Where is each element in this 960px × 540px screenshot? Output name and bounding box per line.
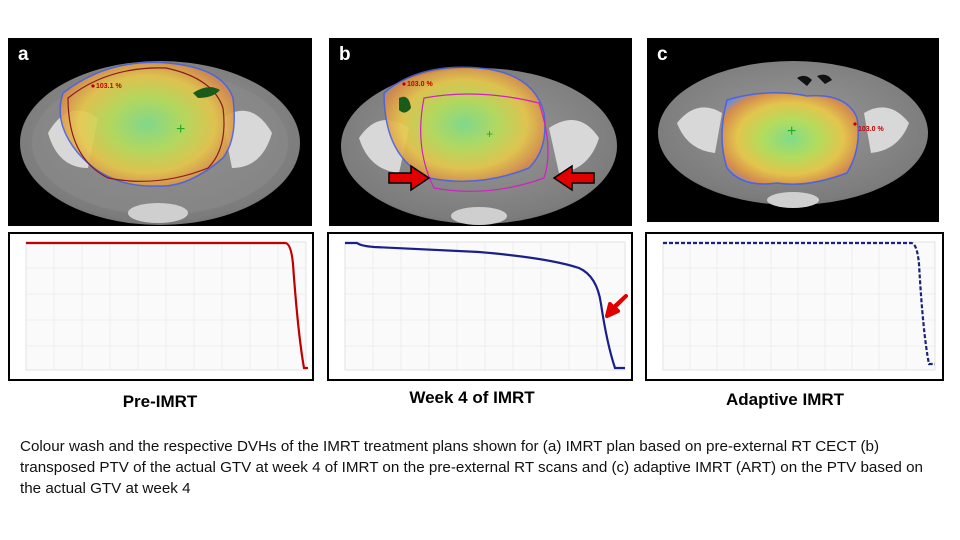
isocentre-marker-a: +	[176, 121, 185, 138]
gridlines-c	[663, 242, 935, 370]
dvh-curve-c	[663, 241, 935, 366]
ct-scan-c: + 103.0 %	[658, 61, 928, 208]
ct-image-a: + 103.1 % a	[8, 38, 312, 226]
arrow-left	[388, 164, 431, 192]
dvh-arrow-b	[605, 294, 628, 318]
gridlines-b	[345, 242, 625, 370]
dvh-chart-c	[645, 232, 944, 381]
panel-letter-c: c	[657, 44, 668, 65]
dose-label-a: 103.1 %	[96, 83, 122, 90]
ct-image-b: + 103.0 % b	[329, 38, 632, 226]
plan-label-a: Pre-IMRT	[122, 392, 198, 411]
dvh-curve-a	[26, 241, 308, 370]
dvh-chart-a	[8, 232, 314, 381]
dose-label-b: 103.0 %	[407, 81, 433, 88]
ct-scan-a: + 103.1 %	[20, 61, 300, 225]
plan-label-b: Week 4 of IMRT	[409, 388, 535, 407]
dvh-plot-b	[344, 241, 628, 371]
plan-label-c: Adaptive IMRT	[725, 390, 845, 409]
isocentre-marker-b: +	[486, 127, 493, 141]
dvh-chart-b	[327, 232, 633, 381]
figure-caption: Colour wash and the respective DVHs of t…	[20, 438, 923, 497]
gridlines-a	[26, 242, 306, 370]
arrow-right	[552, 164, 595, 192]
isocentre-marker-c: +	[787, 123, 796, 140]
dvh-plot-a	[25, 241, 308, 371]
dvh-plot-c	[662, 241, 936, 371]
dvh-curve-b	[345, 241, 625, 370]
panel-letter-b: b	[339, 44, 351, 65]
panel-letter-a: a	[18, 44, 29, 65]
ct-image-c: + 103.0 % c	[647, 38, 939, 222]
ct-scan-b: + 103.0 %	[341, 66, 617, 225]
dose-label-c: 103.0 %	[858, 126, 884, 133]
